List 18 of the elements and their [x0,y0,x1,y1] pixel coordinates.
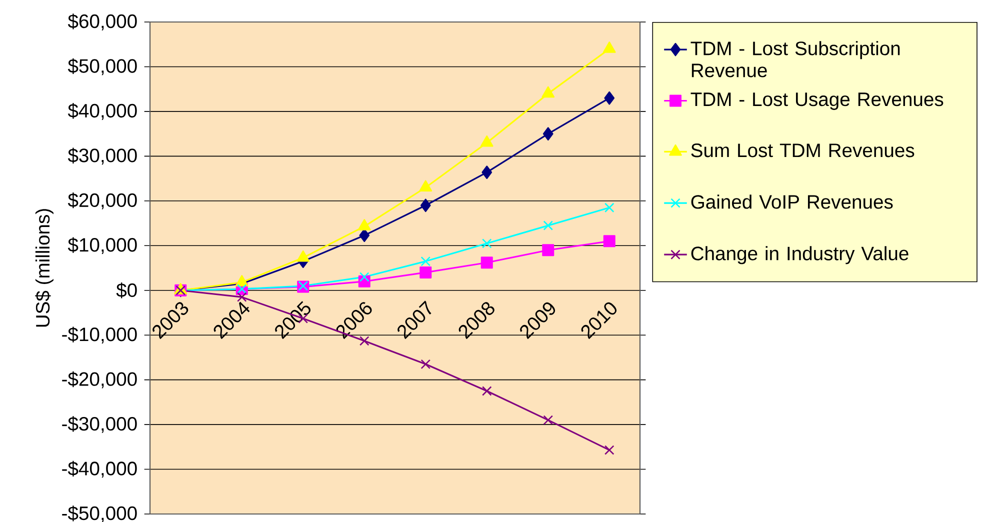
y-tick-label: -$40,000 [62,460,137,478]
legend-label: Change in Industry Value [691,246,908,264]
y-tick-label: $30,000 [68,148,137,165]
legend-label: TDM - Lost Subscription Revenue [690,41,900,78]
y-tick-label: $50,000 [68,58,137,76]
legend-label: Gained VoIP Revenues [691,194,893,209]
y-tick-label: $0 [116,282,137,298]
legend-label: TDM - Lost Usage Revenues [690,92,944,110]
y-tick-label: $60,000 [68,14,137,30]
y-axis-title: US$ (millions) [35,209,54,327]
y-tick-label: $40,000 [68,103,137,120]
y-tick-label: $10,000 [68,237,137,254]
legend-label: Sum Lost TDM Revenues [691,144,914,158]
y-tick-label: -$50,000 [62,506,137,522]
y-tick-label: $20,000 [68,192,137,210]
y-tick-label: -$30,000 [62,416,137,433]
y-tick-label: -$20,000 [62,371,137,388]
y-tick-label: -$10,000 [62,326,137,344]
